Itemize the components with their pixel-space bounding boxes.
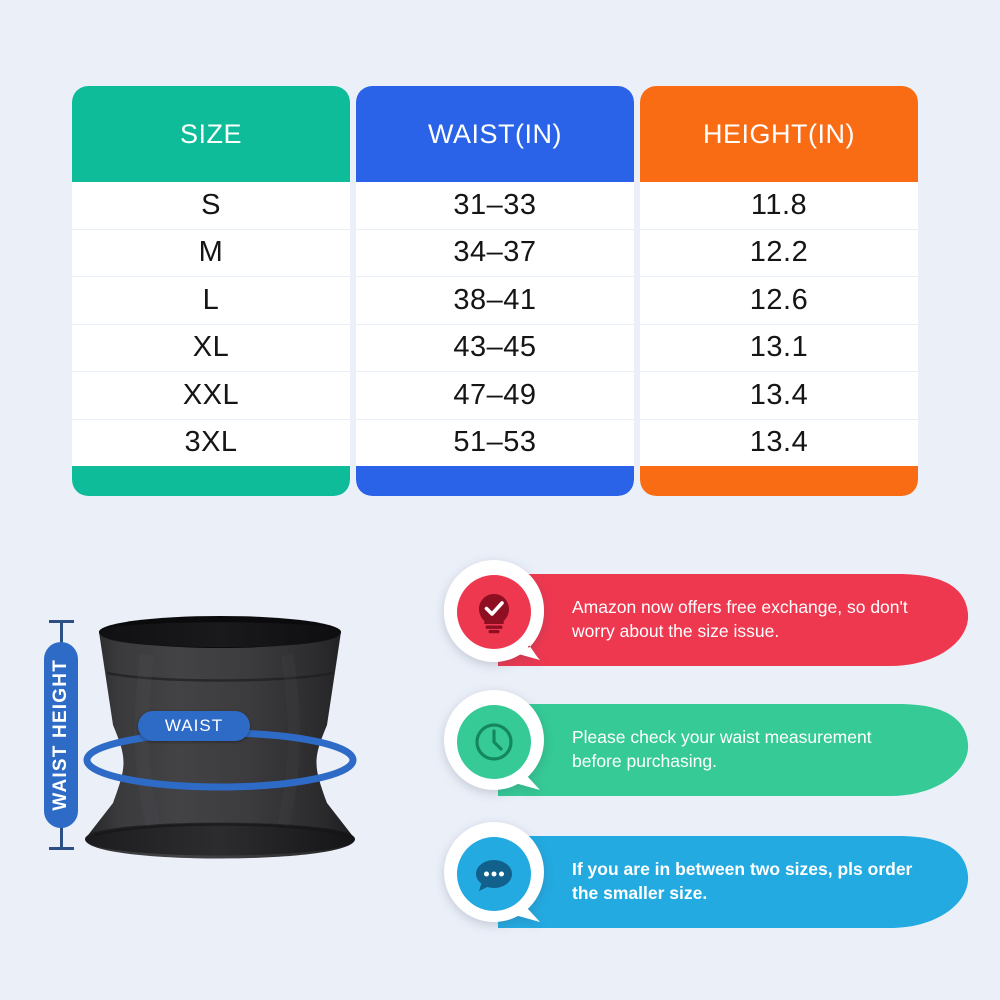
- speech-bubble-dots-icon: [476, 860, 512, 891]
- callout-banner-shape: [498, 704, 969, 796]
- callout-text: If you are in between two sizes, pls ord…: [572, 859, 913, 903]
- clock-icon: [475, 723, 513, 761]
- callout-text: Amazon now offers free exchange, so don'…: [572, 597, 908, 641]
- table-cell: S: [72, 182, 350, 230]
- table-cell: 34–37: [356, 229, 634, 277]
- product-illustration: WAIST HEIGHT: [20, 565, 420, 965]
- garment-top-rim: [99, 622, 341, 647]
- table-cell: 13.4: [640, 419, 918, 466]
- callout-item: If you are in between two sizes, pls ord…: [440, 820, 970, 945]
- column-footer-height: [640, 466, 918, 496]
- badge-inner-circle: [457, 575, 531, 649]
- column-body-size: S M L XL XXL 3XL: [72, 182, 350, 466]
- table-column-height: HEIGHT(IN) 11.8 12.2 12.6 13.1 13.4 13.4: [640, 86, 918, 496]
- size-chart-table: SIZE S M L XL XXL 3XL WAIST(IN) 31–33 34…: [72, 86, 918, 496]
- callout-icon-badge: [442, 822, 546, 926]
- garment-seam-lower: [94, 823, 346, 837]
- callout-icon-badge: [442, 690, 546, 794]
- column-body-height: 11.8 12.2 12.6 13.1 13.4 13.4: [640, 182, 918, 466]
- callout-text: Please check your waist measurement befo…: [572, 727, 872, 771]
- callout-banner-shape: [498, 574, 969, 666]
- column-header-height: HEIGHT(IN): [640, 86, 918, 182]
- table-cell: 12.6: [640, 277, 918, 325]
- table-cell: 11.8: [640, 182, 918, 230]
- garment-bottom-hem: [85, 822, 355, 856]
- table-cell: 12.2: [640, 229, 918, 277]
- column-header-waist: WAIST(IN): [356, 86, 634, 182]
- badge-inner-circle: [457, 837, 531, 911]
- table-cell: L: [72, 277, 350, 325]
- waist-trainer-graphic: [83, 616, 357, 859]
- table-cell: XXL: [72, 372, 350, 420]
- column-header-size: SIZE: [72, 86, 350, 182]
- table-cell: 31–33: [356, 182, 634, 230]
- table-column-waist: WAIST(IN) 31–33 34–37 38–41 43–45 47–49 …: [356, 86, 634, 496]
- table-cell: 51–53: [356, 419, 634, 466]
- waist-label-pill: WAIST: [138, 711, 250, 741]
- callout-list: Amazon now offers free exchange, so don'…: [440, 558, 970, 968]
- measure-cap-bottom: [49, 847, 74, 850]
- callout-item: Please check your waist measurement befo…: [440, 688, 970, 813]
- waist-height-pill: WAIST HEIGHT: [44, 642, 78, 828]
- lightbulb-check-icon: [479, 594, 509, 634]
- table-cell: 3XL: [72, 419, 350, 466]
- badge-inner-circle: [457, 705, 531, 779]
- table-cell: M: [72, 229, 350, 277]
- callout-banner-shape: [498, 836, 969, 928]
- table-cell: 47–49: [356, 372, 634, 420]
- table-cell: 43–45: [356, 324, 634, 372]
- table-cell: XL: [72, 324, 350, 372]
- table-cell: 38–41: [356, 277, 634, 325]
- column-footer-waist: [356, 466, 634, 496]
- garment-seam-upper: [106, 671, 334, 682]
- waist-height-indicator: WAIST HEIGHT: [44, 620, 78, 850]
- column-footer-size: [72, 466, 350, 496]
- measure-cap-top: [49, 620, 74, 623]
- column-body-waist: 31–33 34–37 38–41 43–45 47–49 51–53: [356, 182, 634, 466]
- table-column-size: SIZE S M L XL XXL 3XL: [72, 86, 350, 496]
- callout-icon-badge: [442, 560, 546, 664]
- callout-item: Amazon now offers free exchange, so don'…: [440, 558, 970, 683]
- waist-label: WAIST: [164, 716, 224, 735]
- table-cell: 13.1: [640, 324, 918, 372]
- table-cell: 13.4: [640, 372, 918, 420]
